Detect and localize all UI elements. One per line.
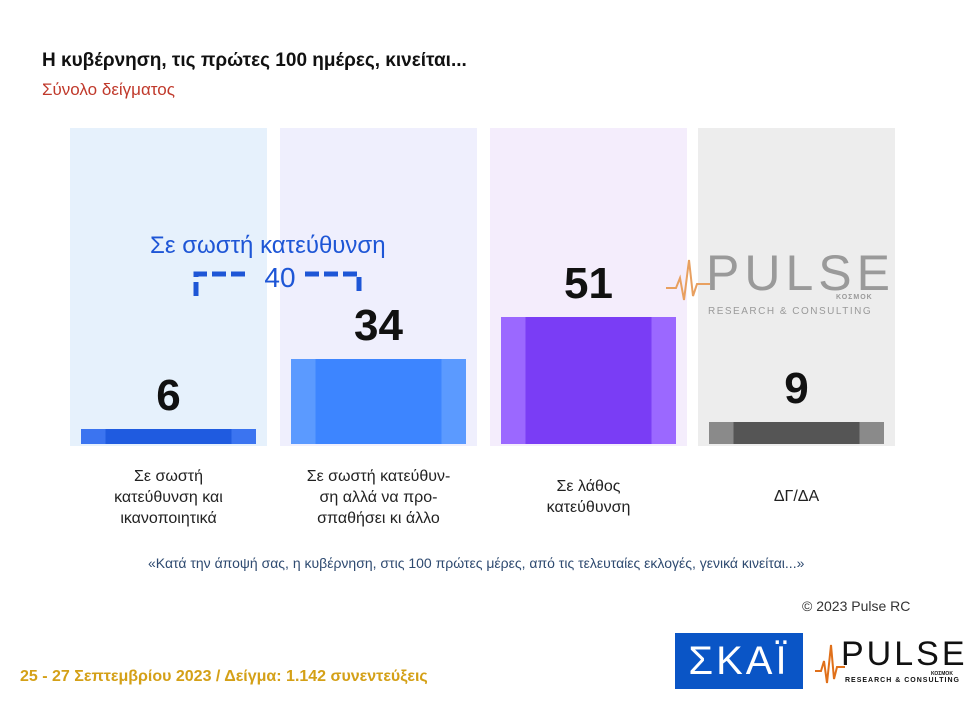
category-label: ΔΓ/ΔΑ <box>698 486 895 507</box>
bar <box>709 421 884 444</box>
survey-question: «Κατά την άποψή σας, η κυβέρνηση, στις 1… <box>148 555 805 571</box>
group-annotation-bracket <box>193 271 362 296</box>
group-annotation-value: 40 <box>264 262 296 293</box>
bar-value-label: 51 <box>564 258 613 308</box>
category-label: Σε σωστή κατεύθυν-ση αλλά να προ-σπαθήσε… <box>280 466 477 529</box>
bar-value-label: 6 <box>156 371 181 420</box>
pulse-logo: PULSE ΚΟΣΜΟΚ RESEARCH & CONSULTING <box>815 633 965 693</box>
pulse-logo-brand: PULSE <box>841 635 968 673</box>
chart-title: Η κυβέρνηση, τις πρώτες 100 ημέρες, κινε… <box>42 50 467 71</box>
bar <box>291 359 466 444</box>
category-label-line: ΔΓ/ΔΑ <box>773 488 820 505</box>
category-label-line: Σε λάθος <box>556 478 621 495</box>
bar-value-label: 34 <box>354 301 403 350</box>
bar-value-label: 9 <box>784 363 809 413</box>
watermark-tagline: RESEARCH & CONSULTING <box>708 306 873 317</box>
pulse-logo-wave-icon <box>815 644 845 684</box>
copyright: © 2023 Pulse RC <box>802 598 911 614</box>
watermark-small: ΚΟΣΜΟΚ <box>836 294 873 301</box>
chart-subtitle: Σύνολο δείγματος <box>42 80 175 99</box>
category-label-line: ικανοποιητικά <box>120 510 217 527</box>
group-annotation-label: Σε σωστή κατεύθυνση <box>150 232 386 259</box>
skai-logo: ΣΚΑΪ <box>675 633 803 689</box>
survey-footer: 25 - 27 Σεπτεμβρίου 2023 / Δείγμα: 1.142… <box>20 668 428 685</box>
category-label: Σε λάθος κατεύθυνση <box>490 476 687 518</box>
pulse-wave-icon <box>666 259 710 301</box>
pulse-logo-tagline: RESEARCH & CONSULTING <box>845 677 960 684</box>
pulse-watermark: PULSE ΚΟΣΜΟΚ RESEARCH & CONSULTING <box>666 244 891 324</box>
category-label-line: ση αλλά να προ- <box>319 489 438 506</box>
category-label: Σε σωστή κατεύθυνση και ικανοποιητικά <box>70 466 267 529</box>
category-label-line: κατεύθυνση <box>546 499 631 516</box>
bar-panel <box>698 128 895 446</box>
bar <box>501 316 676 444</box>
pulse-logo-small: ΚΟΣΜΟΚ <box>931 671 953 677</box>
category-label-line: Σε σωστή κατεύθυν- <box>306 468 451 485</box>
bar-panel <box>70 128 267 446</box>
category-label-line: κατεύθυνση και <box>114 489 223 506</box>
watermark-brand: PULSE <box>706 245 895 301</box>
category-label-line: Σε σωστή <box>134 468 203 485</box>
category-label-line: σπαθήσει κι άλλο <box>317 510 440 527</box>
bar <box>81 429 256 444</box>
